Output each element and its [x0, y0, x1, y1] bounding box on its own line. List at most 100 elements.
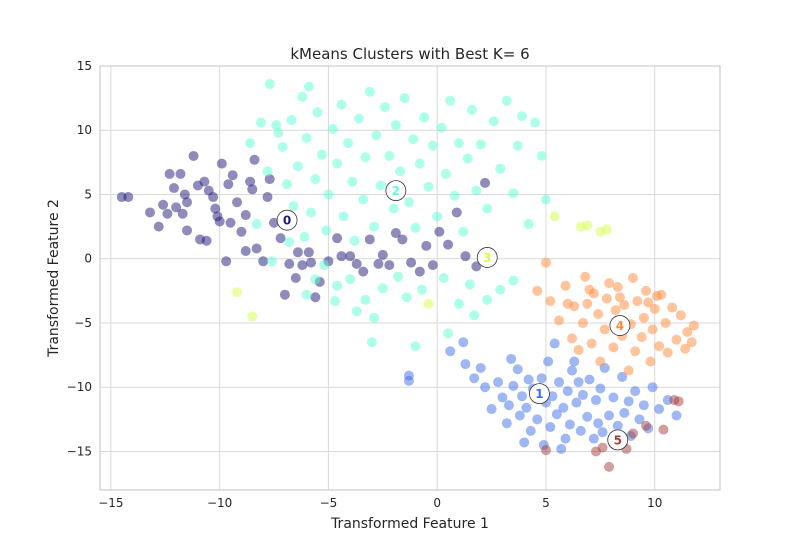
- cluster-4-point: [654, 341, 665, 352]
- cluster-2-point: [464, 279, 475, 290]
- cluster-4-point: [604, 278, 615, 289]
- centroid-0: 0: [276, 209, 298, 231]
- cluster-2-point: [482, 294, 493, 305]
- cluster-3-point: [423, 298, 434, 309]
- cluster-2-point: [299, 231, 310, 242]
- cluster-1-point: [480, 382, 491, 393]
- cluster-4-point: [619, 299, 630, 310]
- cluster-0-point: [279, 289, 290, 300]
- cluster-1-point: [577, 389, 588, 400]
- cluster-1-point: [623, 396, 634, 407]
- cluster-2-point: [384, 150, 395, 161]
- y-tick-label: 5: [84, 187, 92, 201]
- cluster-4-point: [608, 342, 619, 353]
- chart-title: kMeans Clusters with Best K= 6: [290, 45, 529, 63]
- cluster-1-point: [517, 391, 528, 402]
- cluster-1-point: [647, 382, 658, 393]
- cluster-2-point: [395, 166, 406, 177]
- cluster-4-point: [641, 285, 652, 296]
- grid-lines: [100, 65, 720, 490]
- cluster-4-point: [647, 324, 658, 335]
- cluster-2-point: [410, 341, 421, 352]
- cluster-2-point: [323, 189, 334, 200]
- cluster-1-point: [654, 404, 665, 415]
- cluster-4-point: [686, 337, 697, 348]
- centroid-marker: [385, 180, 407, 202]
- cluster-2-point: [416, 284, 427, 295]
- cluster-2-point: [321, 225, 332, 236]
- centroid-label: 0: [283, 214, 291, 228]
- cluster-3-point: [232, 287, 243, 298]
- cluster-1-point: [671, 410, 682, 421]
- cluster-2-point: [408, 134, 419, 145]
- cluster-2-point: [338, 211, 349, 222]
- cluster-4-point: [567, 333, 578, 344]
- cluster-4-point: [582, 298, 593, 309]
- cluster-2-point: [495, 163, 506, 174]
- cluster-3-point: [595, 226, 606, 237]
- cluster-1-point: [503, 400, 514, 411]
- cluster-0-point: [223, 179, 234, 190]
- cluster-5-point: [641, 420, 652, 431]
- cluster-1-point: [560, 433, 571, 444]
- cluster-2-point: [306, 207, 317, 218]
- centroid-marker: [607, 429, 629, 451]
- cluster-2-point: [482, 203, 493, 214]
- cluster-1-point: [608, 392, 619, 403]
- cluster-1-point: [475, 362, 486, 373]
- cluster-2-point: [316, 149, 327, 160]
- cluster-1-point: [497, 392, 508, 403]
- cluster-4-point: [532, 285, 543, 296]
- cluster-1-point: [612, 420, 623, 431]
- cluster-1-point: [558, 402, 569, 413]
- cluster-1-point: [588, 433, 599, 444]
- cluster-4-point: [545, 296, 556, 307]
- cluster-1-point: [512, 364, 523, 375]
- cluster-2-point: [358, 194, 369, 205]
- cluster-0-point: [240, 246, 251, 257]
- cluster-0-point: [216, 158, 227, 169]
- cluster-2-point: [530, 117, 541, 128]
- cluster-1-point: [493, 377, 504, 388]
- centroid-label: 2: [392, 184, 400, 198]
- cluster-4-point: [584, 284, 595, 295]
- cluster-2-point: [273, 127, 284, 138]
- centroid-2: 2: [385, 180, 407, 202]
- cluster-0-point: [292, 247, 303, 258]
- cluster-4-point: [554, 315, 565, 326]
- cluster-0-point: [269, 217, 280, 228]
- cluster-5-point: [604, 461, 615, 472]
- y-tick-label: −5: [74, 316, 92, 330]
- cluster-1-point: [445, 346, 456, 357]
- cluster-2-point: [471, 185, 482, 196]
- cluster-2-point: [388, 203, 399, 214]
- centroid-3: 3: [476, 247, 498, 268]
- y-tick-label: −15: [67, 444, 92, 458]
- cluster-0-point: [251, 243, 262, 254]
- cluster-2-point: [364, 86, 375, 97]
- centroid-label: 5: [614, 433, 622, 447]
- cluster-1-point: [595, 383, 606, 394]
- centroid-5: 5: [607, 429, 629, 451]
- cluster-3-point: [582, 220, 593, 231]
- x-tick-label: −15: [98, 496, 123, 510]
- cluster-2-point: [508, 275, 519, 286]
- cluster-2-point: [327, 123, 338, 134]
- cluster-4-point: [562, 298, 573, 309]
- cluster-4-point: [682, 326, 693, 337]
- cluster-4-point: [593, 308, 604, 319]
- cluster-2-point: [467, 104, 477, 115]
- cluster-1-point: [591, 395, 601, 406]
- cluster-2-point: [462, 153, 473, 164]
- cluster-2-point: [277, 141, 288, 152]
- cluster-1-point: [564, 419, 575, 430]
- cluster-0-point: [245, 176, 256, 187]
- cluster-0-point: [201, 235, 212, 246]
- cluster-2-point: [440, 168, 451, 179]
- cluster-2-point: [366, 337, 377, 348]
- centroid-label: 1: [535, 387, 543, 401]
- cluster-1-point: [630, 386, 641, 397]
- cluster-2-point: [303, 81, 314, 92]
- cluster-0-point: [171, 202, 182, 213]
